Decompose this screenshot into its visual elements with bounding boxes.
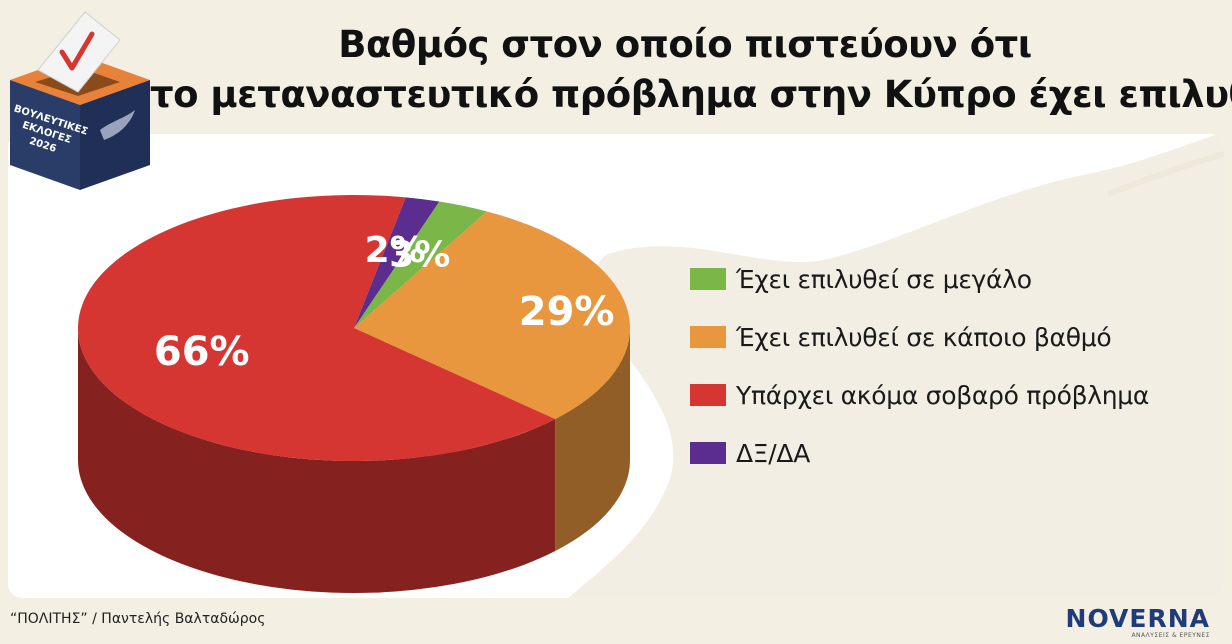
legend-label: Έχει επιλυθεί σε κάποιο βαθμό [736, 322, 1112, 352]
brand-subtitle: ΑΝΑΛΥΣΕΙΣ & ΕΡΕΥΝΕΣ [1131, 632, 1210, 639]
pie-side-2 [78, 328, 556, 594]
title-line-2: το μεταναστευτικό πρόβλημα στην Κύπρο έχ… [150, 73, 1232, 116]
data-label-2: 66% [154, 329, 250, 375]
legend-swatch [690, 268, 726, 290]
legend-item-1: Έχει επιλυθεί σε κάποιο βαθμό [690, 308, 1149, 366]
data-label-0: 3% [389, 234, 450, 275]
pie-slice-3 [354, 197, 440, 328]
legend-label: Έχει επιλυθεί σε μεγάλο [736, 264, 1032, 294]
data-label-3: 2% [365, 230, 426, 271]
source-credit: “ΠΟΛΙΤΗΣ” / Παντελής Βαλταδώρος [10, 611, 266, 627]
data-label-1: 29% [519, 289, 615, 335]
pie-slice-0 [354, 201, 487, 328]
pie-side-1 [555, 328, 630, 552]
legend-label: Υπάρχει ακόμα σοβαρό πρόβλημα [736, 380, 1150, 410]
legend: Έχει επιλυθεί σε μεγάλο Έχει επιλυθεί σε … [690, 250, 1149, 482]
brand-name: NOVERNA [1065, 604, 1210, 633]
ballot-box-logo: ΒΟΥΛΕΥΤΙΚΕΣ ΕΚΛΟΓΕΣ 2026 [0, 0, 160, 200]
legend-item-2: Υπάρχει ακόμα σοβαρό πρόβλημα [690, 366, 1149, 424]
legend-swatch [690, 384, 726, 406]
legend-label: ΔΞ/ΔΑ [736, 438, 811, 468]
cyprus-map-silhouette [568, 134, 1224, 598]
brand-logo: NOVERNA ΑΝΑΛΥΣΕΙΣ & ΕΡΕΥΝΕΣ [1065, 604, 1210, 640]
legend-item-0: Έχει επιλυθεί σε μεγάλο [690, 250, 1149, 308]
chart-title: Βαθμός στον οποίο πιστεύουν ότι το μεταν… [150, 20, 1232, 120]
pie-slice-2 [78, 194, 556, 462]
title-line-1: Βαθμός στον οποίο πιστεύουν ότι [338, 23, 1032, 66]
legend-item-3: ΔΞ/ΔΑ [690, 424, 1149, 482]
legend-swatch [690, 326, 726, 348]
legend-swatch [690, 442, 726, 464]
pie-slice-1 [354, 211, 631, 420]
